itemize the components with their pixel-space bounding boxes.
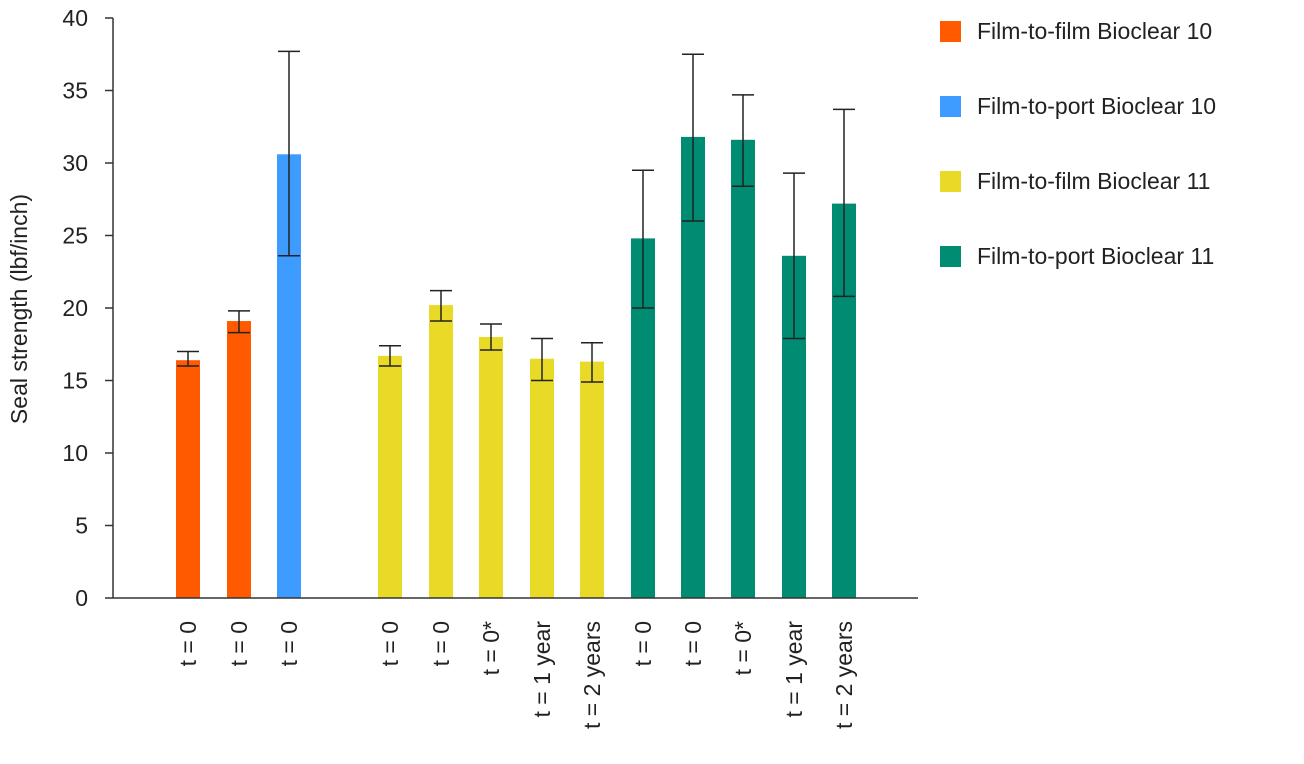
y-tick-label: 40 <box>62 5 88 31</box>
legend-item: Film-to-film Bioclear 11 <box>940 162 1216 200</box>
x-tick-label: t = 0 <box>276 621 302 666</box>
bar <box>378 355 402 598</box>
error-bars <box>177 50 855 383</box>
legend-label: Film-to-port Bioclear 11 <box>977 242 1215 269</box>
bar <box>731 139 755 599</box>
x-tick-label: t = 1 year <box>781 621 807 718</box>
legend-item: Film-to-port Bioclear 10 <box>940 87 1216 125</box>
x-tick-label: t = 0* <box>478 621 504 675</box>
x-tick-label: t = 2 years <box>579 621 605 729</box>
y-tick-label: 5 <box>75 513 88 539</box>
legend-label: Film-to-port Bioclear 10 <box>977 92 1217 119</box>
legend-label: Film-to-film Bioclear 11 <box>977 167 1211 194</box>
x-tick-label: t = 0 <box>226 621 252 666</box>
y-tick-label: 25 <box>62 223 88 249</box>
x-tick-label: t = 0 <box>377 621 403 666</box>
x-tick-label: t = 0 <box>680 621 706 666</box>
y-tick-label: 0 <box>75 585 88 611</box>
bar <box>176 360 200 598</box>
bar <box>530 358 554 598</box>
bar <box>580 361 604 598</box>
x-tick-label: t = 0 <box>630 621 656 666</box>
legend-swatch <box>940 20 961 42</box>
y-tick-label: 30 <box>62 150 88 176</box>
legend-swatch <box>940 95 961 117</box>
x-tick-label: t = 0 <box>428 621 454 666</box>
bars <box>176 136 856 599</box>
x-tick-label: t = 0* <box>730 621 756 675</box>
y-axis-title: Seal strength (lbf/inch) <box>6 194 32 424</box>
y-tick-label: 10 <box>62 440 88 466</box>
legend: Film-to-film Bioclear 10 Film-to-port Bio… <box>940 12 1216 312</box>
bar <box>227 321 251 598</box>
legend-item: Film-to-port Bioclear 11 <box>940 237 1216 275</box>
bar <box>479 337 503 598</box>
bar <box>429 305 453 598</box>
legend-swatch <box>940 245 961 267</box>
legend-item: Film-to-film Bioclear 10 <box>940 12 1216 50</box>
x-axis-tick-labels: t = 0 t = 0 t = 0 t = 0 t = 0 t = 0* t = 1 yea… <box>175 621 857 729</box>
y-tick-label: 15 <box>62 368 88 394</box>
x-tick-label: t = 0 <box>175 621 201 666</box>
legend-swatch <box>940 170 961 192</box>
legend-label: Film-to-film Bioclear 10 <box>977 17 1213 44</box>
y-tick-label: 35 <box>62 78 88 104</box>
y-axis-ticks: 0 5 10 15 20 25 30 35 40 <box>62 5 113 611</box>
x-tick-label: t = 1 year <box>529 621 555 718</box>
y-tick-label: 20 <box>62 295 88 321</box>
x-tick-label: t = 2 years <box>831 621 857 729</box>
